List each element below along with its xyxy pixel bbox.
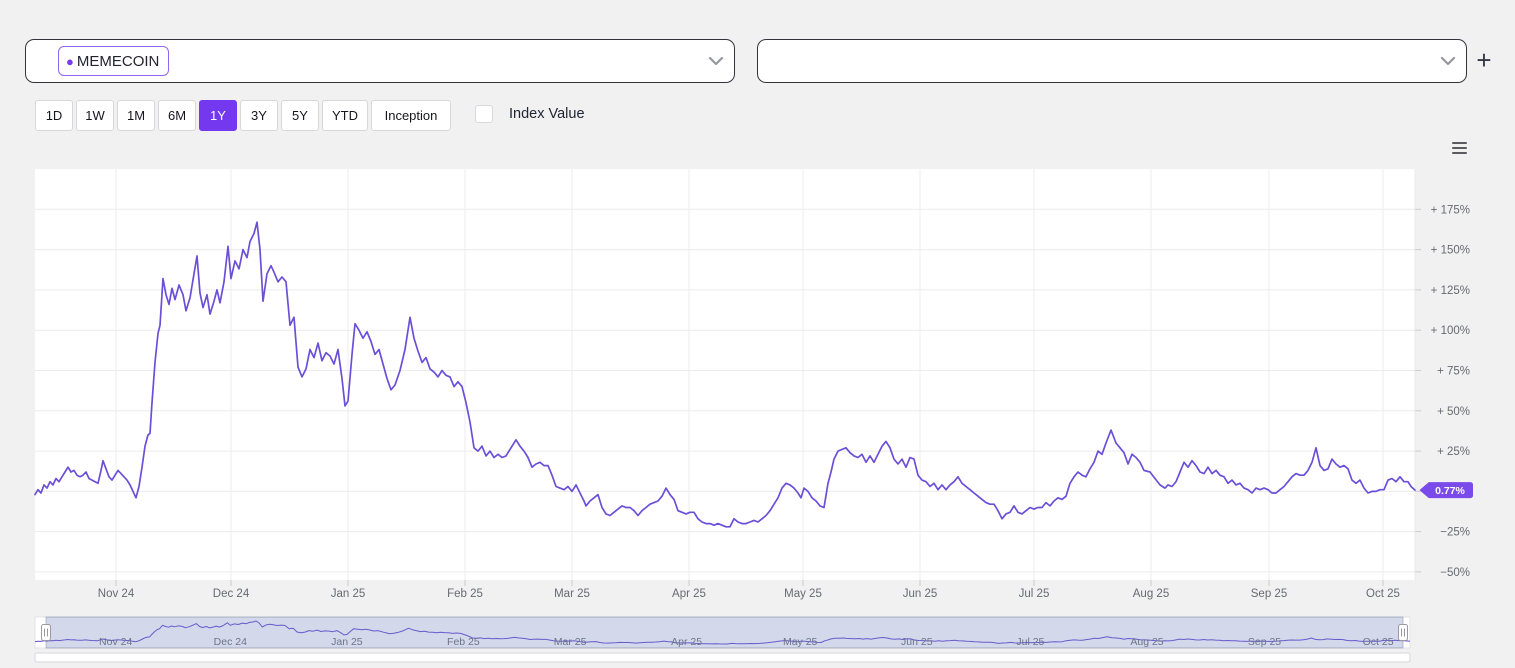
svg-text:+ 25%: + 25% [1437, 446, 1470, 458]
svg-text:Apr 25: Apr 25 [671, 636, 702, 648]
svg-text:Mar 25: Mar 25 [554, 636, 587, 648]
svg-text:Jul 25: Jul 25 [1016, 636, 1044, 648]
svg-text:+ 75%: + 75% [1437, 366, 1470, 378]
svg-text:Nov 24: Nov 24 [99, 636, 132, 648]
svg-text:Apr 25: Apr 25 [672, 588, 706, 600]
svg-text:Oct 25: Oct 25 [1363, 636, 1394, 648]
svg-text:+ 175%: + 175% [1431, 204, 1470, 216]
svg-text:+ 125%: + 125% [1431, 285, 1470, 297]
selected-symbol-chip[interactable]: ● MEMECOIN [58, 46, 170, 76]
svg-text:Feb 25: Feb 25 [447, 588, 483, 600]
chart-svg: Nov 24 Dec 24 Jan 25 Feb 25 Mar 25 Apr 25 May … [34, 169, 1473, 663]
svg-text:Dec 24: Dec 24 [213, 588, 250, 600]
performance-chart: Nov 24 Dec 24 Jan 25 Feb 25 Mar 25 Apr 25 May … [0, 165, 1515, 663]
axis-ticks [115, 208, 1421, 586]
navigator-selected-range[interactable] [45, 616, 1404, 649]
add-comparison-button[interactable]: + [1472, 45, 1496, 75]
x-axis-labels: Nov 24 Dec 24 Jan 25 Feb 25 Mar 25 Apr 25 May … [98, 588, 1400, 600]
symbol-selector-right[interactable] [757, 39, 1467, 83]
price-line [34, 221, 1416, 528]
chevron-down-icon[interactable] [708, 55, 724, 67]
svg-text:Jul 25: Jul 25 [1019, 588, 1050, 600]
svg-text:Sep 25: Sep 25 [1248, 636, 1281, 648]
svg-text:Jun 25: Jun 25 [903, 588, 938, 600]
range-button-1y[interactable]: 1Y [199, 100, 237, 131]
last-value-text: 0.77% [1435, 485, 1465, 497]
range-button-1w[interactable]: 1W [76, 100, 114, 131]
symbol-selector-left[interactable]: ● MEMECOIN [25, 39, 735, 83]
y-axis-labels: + 175% + 150% + 125% + 100% + 75% + 50% + 25% −… [1431, 204, 1470, 579]
range-button-ytd[interactable]: YTD [322, 100, 368, 131]
svg-text:Feb 25: Feb 25 [447, 636, 480, 648]
range-toolbar: 1D 1W 1M 6M 1Y 3Y 5Y YTD Inception [35, 100, 451, 131]
symbol-chip-label: MEMECOIN [76, 52, 160, 70]
svg-text:Jan 25: Jan 25 [331, 636, 363, 648]
svg-text:Nov 24: Nov 24 [98, 588, 135, 600]
svg-text:+ 50%: + 50% [1437, 406, 1470, 418]
svg-text:Aug 25: Aug 25 [1133, 588, 1169, 600]
svg-text:+ 100%: + 100% [1431, 325, 1470, 337]
svg-text:Dec 24: Dec 24 [214, 636, 247, 648]
svg-text:Jan 25: Jan 25 [331, 588, 366, 600]
chart-menu-button[interactable] [1450, 139, 1470, 157]
hamburger-icon [1452, 151, 1467, 155]
plot-background [35, 169, 1415, 580]
symbol-dot-icon: ● [66, 53, 74, 69]
svg-text:Jun 25: Jun 25 [901, 636, 933, 648]
svg-text:+ 150%: + 150% [1431, 245, 1470, 257]
navigator-handle-right[interactable] [1398, 624, 1408, 641]
range-button-6m[interactable]: 6M [158, 100, 196, 131]
svg-text:−25%: −25% [1440, 527, 1470, 539]
last-value-badge: 0.77% [1419, 482, 1473, 499]
svg-text:−50%: −50% [1440, 567, 1470, 579]
navigator-handle-left[interactable] [41, 624, 51, 641]
index-value-label: Index Value [509, 106, 585, 122]
range-button-3y[interactable]: 3Y [240, 100, 278, 131]
navigator-labels: Nov 24 Dec 24 Jan 25 Feb 25 Mar 25 Apr 25 May … [99, 636, 1394, 648]
navigator: Nov 24 Dec 24 Jan 25 Feb 25 Mar 25 Apr 25 May … [34, 616, 1411, 649]
svg-text:Mar 25: Mar 25 [554, 588, 590, 600]
range-button-1m[interactable]: 1M [117, 100, 155, 131]
range-button-inception[interactable]: Inception [371, 100, 451, 131]
range-button-5y[interactable]: 5Y [281, 100, 319, 131]
navigator-series [34, 620, 1411, 645]
index-value-checkbox[interactable] [475, 105, 493, 123]
svg-text:Sep 25: Sep 25 [1251, 588, 1287, 600]
hamburger-icon [1452, 146, 1467, 150]
horizontal-scrollbar[interactable] [34, 652, 1411, 663]
svg-text:Aug 25: Aug 25 [1130, 636, 1163, 648]
navigator-track [34, 616, 1411, 649]
svg-text:May 25: May 25 [783, 636, 818, 648]
svg-text:May 25: May 25 [784, 588, 822, 600]
range-button-1d[interactable]: 1D [35, 100, 73, 131]
hamburger-icon [1452, 141, 1467, 145]
svg-text:Oct 25: Oct 25 [1366, 588, 1400, 600]
chevron-down-icon[interactable] [1440, 55, 1456, 67]
grid [35, 169, 1416, 580]
